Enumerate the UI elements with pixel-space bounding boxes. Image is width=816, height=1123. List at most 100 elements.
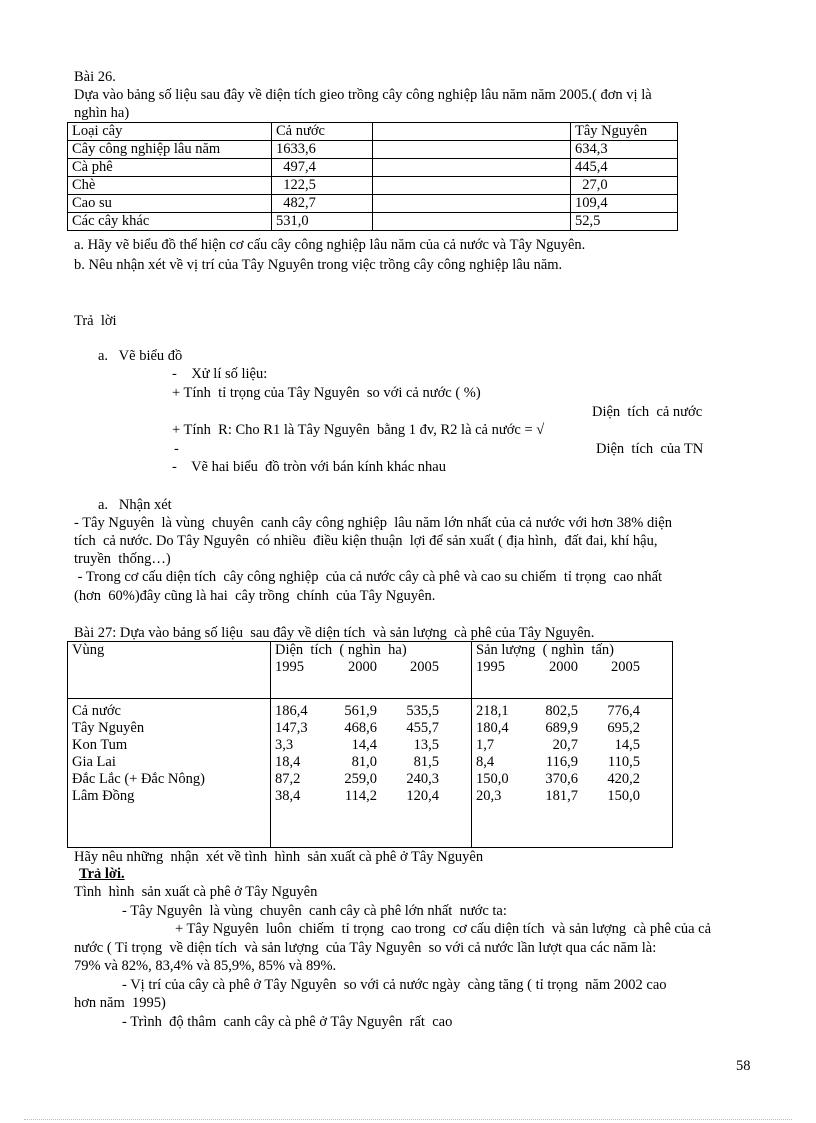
answer-line: hơn năm 1995) (74, 995, 166, 1011)
exercise-26-intro: Dựa vào bảng số liệu sau đây về diện tíc… (74, 87, 652, 103)
table-row: Cà phê 497,4 445,4 (67, 158, 678, 177)
header-cell: Tây Nguyên (570, 122, 678, 141)
output-value: 20,3 (476, 788, 502, 804)
output-cell: 8,4 116,9 110,5 (471, 754, 673, 771)
output-value: 1,7 (476, 737, 495, 753)
area-value: 14,4 (351, 737, 377, 753)
answer-line: nước ( Tỉ trọng về diện tích và sản lượn… (74, 940, 657, 956)
output-cell: 180,4 689,9 695,2 (471, 720, 673, 737)
exercise-26-title: Bài 26. (74, 69, 116, 85)
area-cell: 38,4 114,2 120,4 (270, 788, 472, 805)
section-b-title: a. Nhận xét (98, 497, 172, 513)
region-cell: Lâm Đồng (67, 788, 271, 805)
header-cell (372, 122, 571, 141)
area-value: 87,2 (275, 771, 301, 787)
year: 1995 (275, 659, 304, 675)
table-row: Đắc Lắc (+ Đắc Nông) 87,2 259,0 240,3 150,0 3… (67, 771, 673, 788)
cell: 122,5 (271, 176, 373, 195)
header-area: Diện tích ( nghìn ha) 1995 2000 2005 (270, 641, 472, 699)
question-a: a. Hãy vẽ biểu đồ thể hiện cơ cấu cây cô… (74, 237, 586, 253)
area-value: 240,3 (406, 771, 439, 787)
exercise-27-title: Bài 27: Dựa vào bảng số liệu sau đây về … (74, 625, 595, 641)
table-row: Tây Nguyên 147,3 468,6 455,7 180,4 689,9 695,2 (67, 720, 673, 737)
cell: 482,7 (271, 194, 373, 213)
output-cell: 1,7 20,7 14,5 (471, 737, 673, 754)
area-value: 535,5 (406, 703, 439, 719)
step-1: - Xử lí số liệu: (172, 366, 268, 382)
cell: Cao su (67, 194, 272, 213)
output-value: 776,4 (607, 703, 640, 719)
answer-line: - Tây Nguyên là vùng chuyên canh cây cà … (122, 903, 507, 919)
table-header-row: Vùng Diện tích ( nghìn ha) 1995 2000 2005 S… (67, 641, 673, 699)
output-value: 20,7 (552, 737, 578, 753)
area-value: 3,3 (275, 737, 294, 753)
cell: 531,0 (271, 212, 373, 231)
step-3: + Tính R: Cho R1 là Tây Nguyên bằng 1 đv… (172, 422, 545, 438)
paragraph: truyền thống…) (74, 551, 171, 567)
answer-label: Trả lời (74, 313, 117, 329)
table-row: Các cây khác 531,0 52,5 (67, 212, 678, 231)
page-bottom-divider (24, 1119, 792, 1120)
area-value: 13,5 (413, 737, 439, 753)
output-value: 689,9 (545, 720, 578, 736)
header-region: Vùng (67, 641, 271, 699)
area-value: 455,7 (406, 720, 439, 736)
output-value: 116,9 (545, 754, 578, 770)
region-cell: Đắc Lắc (+ Đắc Nông) (67, 771, 271, 788)
cell (372, 158, 571, 177)
area-value: 147,3 (275, 720, 308, 736)
fraction-numerator: Diện tích cả nước (592, 404, 703, 420)
output-value: 181,7 (545, 788, 578, 804)
output-value: 370,6 (545, 771, 578, 787)
area-cell: 3,3 14,4 13,5 (270, 737, 472, 754)
header-cell: Loại cây (67, 122, 272, 141)
area-value: 18,4 (275, 754, 301, 770)
year: 1995 (476, 659, 505, 675)
answer-line: 79% và 82%, 83,4% và 85,9%, 85% và 89%. (74, 958, 337, 974)
output-cell: 20,3 181,7 150,0 (471, 788, 673, 805)
output-value: 802,5 (545, 703, 578, 719)
header-cell: Cả nước (271, 122, 373, 141)
paragraph: - Trong cơ cấu diện tích cây công nghiệp… (74, 569, 663, 585)
area-cell: 87,2 259,0 240,3 (270, 771, 472, 788)
area-value: 259,0 (344, 771, 377, 787)
paragraph: (hơn 60%)đây cũng là hai cây trồng chính… (74, 588, 436, 604)
area-cell: 147,3 468,6 455,7 (270, 720, 472, 737)
table-row: Cây công nghiệp lâu năm 1633,6 634,3 (67, 140, 678, 159)
area-value: 561,9 (344, 703, 377, 719)
output-cell: 218,1 802,5 776,4 (471, 698, 673, 720)
table-row: Kon Tum 3,3 14,4 13,5 1,7 20,7 14,5 (67, 737, 673, 754)
table-row: Lâm Đồng 38,4 114,2 120,4 20,3 181,7 150,0 (67, 788, 673, 805)
cell: 1633,6 (271, 140, 373, 159)
table-row: Chè 122,5 27,0 (67, 176, 678, 195)
fraction-denominator: Diện tích của TN (596, 441, 704, 457)
area-value: 81,5 (413, 754, 439, 770)
output-value: 150,0 (476, 771, 509, 787)
table-row: Cao su 482,7 109,4 (67, 194, 678, 213)
area-value: 468,6 (344, 720, 377, 736)
question-b: b. Nêu nhận xét về vị trí của Tây Nguyên… (74, 257, 563, 273)
output-cell: 150,0 370,6 420,2 (471, 771, 673, 788)
cell: Chè (67, 176, 272, 195)
answer-line: + Tây Nguyên luôn chiếm tỉ trọng cao tro… (175, 921, 712, 937)
output-value: 110,5 (607, 754, 640, 770)
exercise-26-intro-cont: nghìn ha) (74, 105, 130, 121)
table-row: Cả nước 186,4 561,9 535,5 218,1 802,5 776,4 (67, 698, 673, 720)
table-header-row: Loại cây Cả nước Tây Nguyên (67, 122, 678, 141)
cell (372, 176, 571, 195)
cell: 445,4 (570, 158, 678, 177)
region-cell: Kon Tum (67, 737, 271, 754)
output-value: 420,2 (607, 771, 640, 787)
cell (372, 212, 571, 231)
coffee-table: Vùng Diện tích ( nghìn ha) 1995 2000 2005 S… (67, 641, 673, 848)
cell: 109,4 (570, 194, 678, 213)
output-value: 180,4 (476, 720, 509, 736)
region-cell: Cả nước (67, 698, 271, 720)
output-value: 150,0 (607, 788, 640, 804)
area-value: 38,4 (275, 788, 301, 804)
cell: 634,3 (570, 140, 678, 159)
step-2: + Tính tỉ trọng của Tây Nguyên so với cả… (172, 385, 481, 401)
output-value: 218,1 (476, 703, 509, 719)
paragraph: - Tây Nguyên là vùng chuyên canh cây côn… (74, 515, 672, 531)
year: 2005 (611, 659, 640, 675)
